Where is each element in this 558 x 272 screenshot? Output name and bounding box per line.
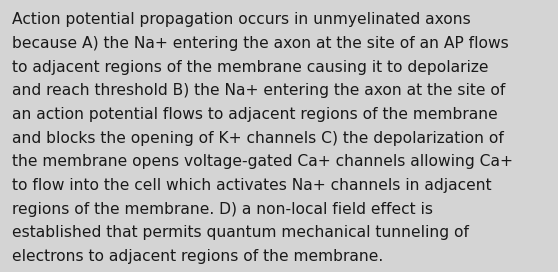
- Text: regions of the membrane. D) a non-local field effect is: regions of the membrane. D) a non-local …: [12, 202, 433, 217]
- Text: Action potential propagation occurs in unmyelinated axons: Action potential propagation occurs in u…: [12, 12, 471, 27]
- Text: and reach threshold B) the Na+ entering the axon at the site of: and reach threshold B) the Na+ entering …: [12, 83, 506, 98]
- Text: because A) the Na+ entering the axon at the site of an AP flows: because A) the Na+ entering the axon at …: [12, 36, 509, 51]
- Text: established that permits quantum mechanical tunneling of: established that permits quantum mechani…: [12, 225, 469, 240]
- Text: an action potential flows to adjacent regions of the membrane: an action potential flows to adjacent re…: [12, 107, 498, 122]
- Text: and blocks the opening of K+ channels C) the depolarization of: and blocks the opening of K+ channels C)…: [12, 131, 504, 146]
- Text: to adjacent regions of the membrane causing it to depolarize: to adjacent regions of the membrane caus…: [12, 60, 489, 75]
- Text: the membrane opens voltage-gated Ca+ channels allowing Ca+: the membrane opens voltage-gated Ca+ cha…: [12, 154, 513, 169]
- Text: to flow into the cell which activates Na+ channels in adjacent: to flow into the cell which activates Na…: [12, 178, 492, 193]
- Text: electrons to adjacent regions of the membrane.: electrons to adjacent regions of the mem…: [12, 249, 383, 264]
